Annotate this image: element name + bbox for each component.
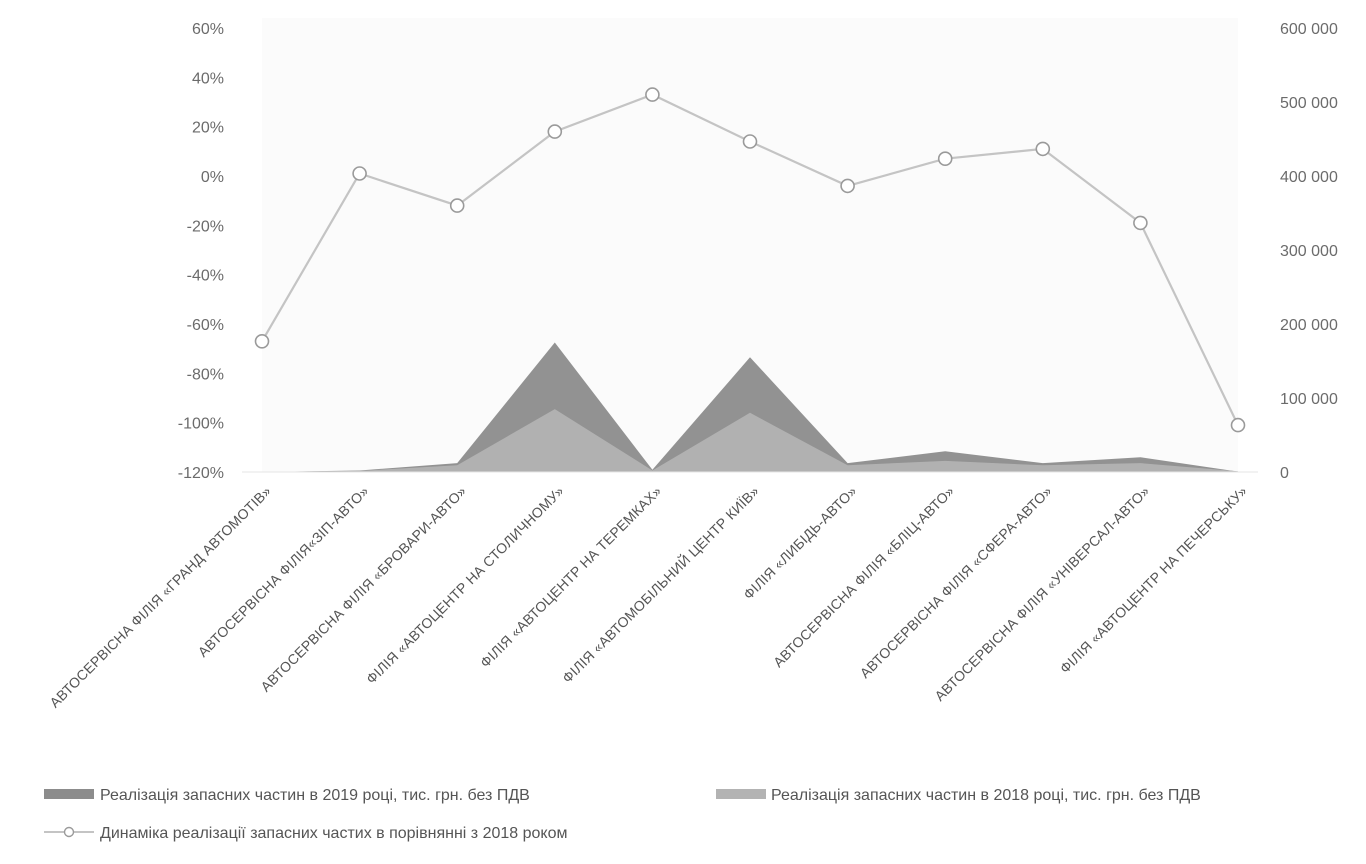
legend-label-2019: Реалізація запасних частин в 2019 році, … — [100, 787, 530, 804]
right-axis-tick-label: 0 — [1280, 465, 1289, 482]
legend-swatch-2019 — [44, 789, 94, 799]
legend-marker-dynamics — [63, 826, 75, 838]
legend-swatch-2018 — [716, 789, 766, 799]
right-axis-tick-label: 300 000 — [1280, 243, 1338, 260]
left-axis-tick-label: 40% — [192, 70, 224, 87]
line-point — [254, 333, 270, 349]
right-axis-tick-label: 500 000 — [1280, 95, 1338, 112]
right-axis-tick-label: 600 000 — [1280, 21, 1338, 38]
line-point — [449, 198, 465, 213]
legend-label-dynamics: Динаміка реалізації запасних частих в по… — [100, 825, 567, 842]
left-axis-tick-label: -80% — [187, 366, 224, 383]
line-point — [1035, 141, 1051, 157]
line-point — [1133, 215, 1148, 231]
area-series-1 — [262, 409, 1238, 472]
right-axis-tick-label: 400 000 — [1280, 169, 1338, 186]
legend-label-2018: Реалізація запасних частин в 2018 році, … — [771, 787, 1201, 804]
left-axis-tick-label: -120% — [178, 465, 224, 482]
line-point — [937, 151, 953, 166]
left-axis-tick-label: -100% — [178, 416, 224, 433]
right-axis-tick-label: 200 000 — [1280, 317, 1338, 334]
line-point — [547, 124, 563, 139]
left-axis-tick-label: 0% — [201, 169, 224, 186]
left-axis-tick-label: -20% — [187, 218, 224, 235]
line-point — [742, 134, 758, 149]
line-point — [840, 178, 855, 194]
left-axis-tick-label: -40% — [187, 268, 224, 285]
line-point — [1230, 417, 1246, 433]
left-axis-tick-label: -60% — [187, 317, 224, 334]
right-axis-tick-label: 100 000 — [1280, 391, 1338, 408]
line-point — [645, 87, 660, 102]
left-axis-tick-label: 20% — [192, 120, 224, 137]
left-axis-tick-label: 60% — [192, 21, 224, 38]
line-point — [352, 166, 367, 181]
